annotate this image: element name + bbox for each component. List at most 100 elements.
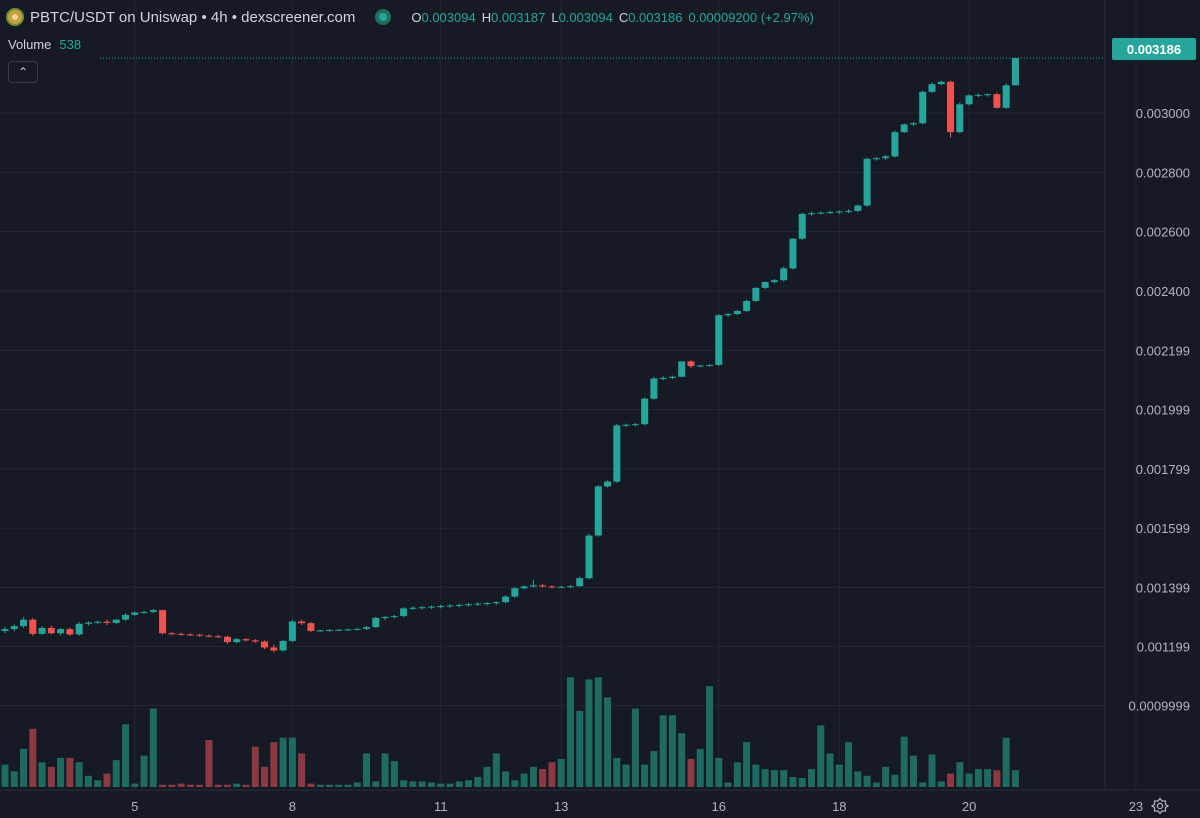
candle-body bbox=[548, 586, 556, 588]
last-price-badge: 0.003186 bbox=[1112, 38, 1196, 60]
volume-bar bbox=[66, 757, 74, 787]
collapse-legend-button[interactable]: ⌃ bbox=[8, 61, 38, 83]
candle-body bbox=[288, 621, 296, 641]
candle-body bbox=[261, 641, 269, 648]
candlesticks bbox=[1, 57, 1019, 653]
candle-body bbox=[344, 629, 352, 631]
volume-bar bbox=[706, 686, 714, 787]
volume-bar bbox=[956, 762, 964, 787]
y-tick-label: 0.003000 bbox=[1136, 106, 1190, 121]
high-value: 0.003187 bbox=[491, 9, 546, 25]
volume-bar bbox=[298, 753, 306, 787]
close-value: 0.003186 bbox=[628, 9, 683, 25]
volume-bar bbox=[20, 748, 28, 787]
volume-bar bbox=[789, 776, 797, 787]
low-label: L bbox=[551, 9, 559, 25]
volume-bar bbox=[140, 755, 148, 787]
volume-bar bbox=[770, 770, 778, 787]
candle-body bbox=[177, 633, 185, 635]
volume-bar bbox=[446, 783, 454, 787]
chart-settings-button[interactable] bbox=[1150, 796, 1170, 816]
candle-body bbox=[882, 156, 890, 159]
candle-body bbox=[520, 586, 528, 589]
candle-body bbox=[325, 630, 333, 632]
candle-body bbox=[205, 635, 213, 637]
candle-body bbox=[733, 311, 741, 314]
y-tick-label: 0.002600 bbox=[1136, 225, 1190, 240]
volume-bar bbox=[492, 753, 500, 787]
y-tick-label: 0.002199 bbox=[1136, 343, 1190, 358]
low-value: 0.003094 bbox=[558, 9, 613, 25]
volume-bar bbox=[261, 766, 269, 787]
candle-body bbox=[186, 634, 194, 636]
volume-bar bbox=[900, 736, 908, 787]
volume-bar bbox=[38, 762, 46, 787]
x-tick-label: 23 bbox=[1129, 799, 1143, 814]
candle-body bbox=[965, 95, 973, 105]
candle-body bbox=[455, 604, 463, 606]
volume-bar bbox=[465, 780, 472, 787]
change-value: 0.00009200 (+2.97%) bbox=[688, 9, 814, 25]
live-status-icon[interactable] bbox=[375, 9, 392, 25]
candle-body bbox=[993, 94, 1001, 108]
candle-body bbox=[159, 610, 167, 634]
close-label: C bbox=[618, 9, 629, 25]
candle-body bbox=[761, 281, 769, 288]
volume-bar bbox=[186, 784, 194, 787]
candle-body bbox=[956, 104, 964, 133]
candle-body bbox=[390, 616, 398, 618]
volume-bar bbox=[826, 753, 834, 787]
candle-body bbox=[270, 647, 278, 651]
volume-bar bbox=[372, 781, 380, 787]
volume-bar bbox=[325, 784, 333, 787]
candle-body bbox=[103, 621, 111, 623]
time-axis[interactable]: 5 8 11 13 16 18 20 23 bbox=[131, 799, 1143, 814]
volume-bar bbox=[947, 773, 955, 787]
candle-body bbox=[826, 212, 834, 214]
x-tick-label: 8 bbox=[289, 799, 296, 814]
volume-bar bbox=[928, 754, 936, 787]
chart-header: PBTC/USDT on Uniswap • 4h • dexscreener.… bbox=[0, 0, 1105, 34]
candle-body bbox=[743, 300, 751, 312]
volume-bar bbox=[798, 778, 806, 787]
candle-body bbox=[585, 535, 593, 579]
candle-body bbox=[668, 376, 676, 378]
candle-body bbox=[919, 91, 927, 124]
candle-body bbox=[706, 364, 714, 366]
candle-body bbox=[427, 606, 435, 608]
candle-body bbox=[10, 626, 18, 630]
candle-body bbox=[465, 604, 472, 606]
candle-body bbox=[122, 614, 130, 620]
candle-body bbox=[196, 634, 204, 636]
volume-bar bbox=[687, 759, 695, 787]
volume-bar bbox=[409, 781, 417, 787]
candle-body bbox=[214, 636, 222, 638]
volume-bar bbox=[205, 739, 213, 787]
candle-body bbox=[752, 287, 760, 301]
candle-body bbox=[780, 268, 788, 281]
volume-bar bbox=[94, 780, 102, 787]
open-value: 0.003094 bbox=[421, 9, 476, 25]
candle-body bbox=[845, 210, 853, 212]
candle-body bbox=[984, 94, 992, 96]
candle-body bbox=[650, 378, 658, 399]
volume-bar bbox=[307, 783, 315, 787]
candle-body bbox=[483, 603, 491, 605]
candle-body bbox=[112, 619, 120, 623]
candle-body bbox=[381, 616, 389, 618]
volume-bar bbox=[288, 737, 296, 787]
ohlc-readout: O 0.003094 H 0.003187 L 0.003094 C 0.003186 … bbox=[411, 10, 813, 25]
volume-bar bbox=[919, 782, 927, 787]
volume-bar bbox=[214, 784, 222, 787]
volume-bar bbox=[1, 764, 9, 787]
candle-body bbox=[233, 639, 241, 643]
chevron-up-icon: ⌃ bbox=[17, 65, 29, 79]
volume-bar bbox=[381, 753, 389, 787]
volume-bar bbox=[835, 764, 843, 787]
volume-bar bbox=[149, 708, 157, 787]
candle-body bbox=[576, 578, 584, 587]
volume-bar bbox=[641, 764, 649, 787]
volume-bar bbox=[483, 766, 491, 787]
price-axis[interactable]: 0.003000 0.002800 0.002600 0.002400 0.002199… bbox=[1129, 106, 1190, 713]
